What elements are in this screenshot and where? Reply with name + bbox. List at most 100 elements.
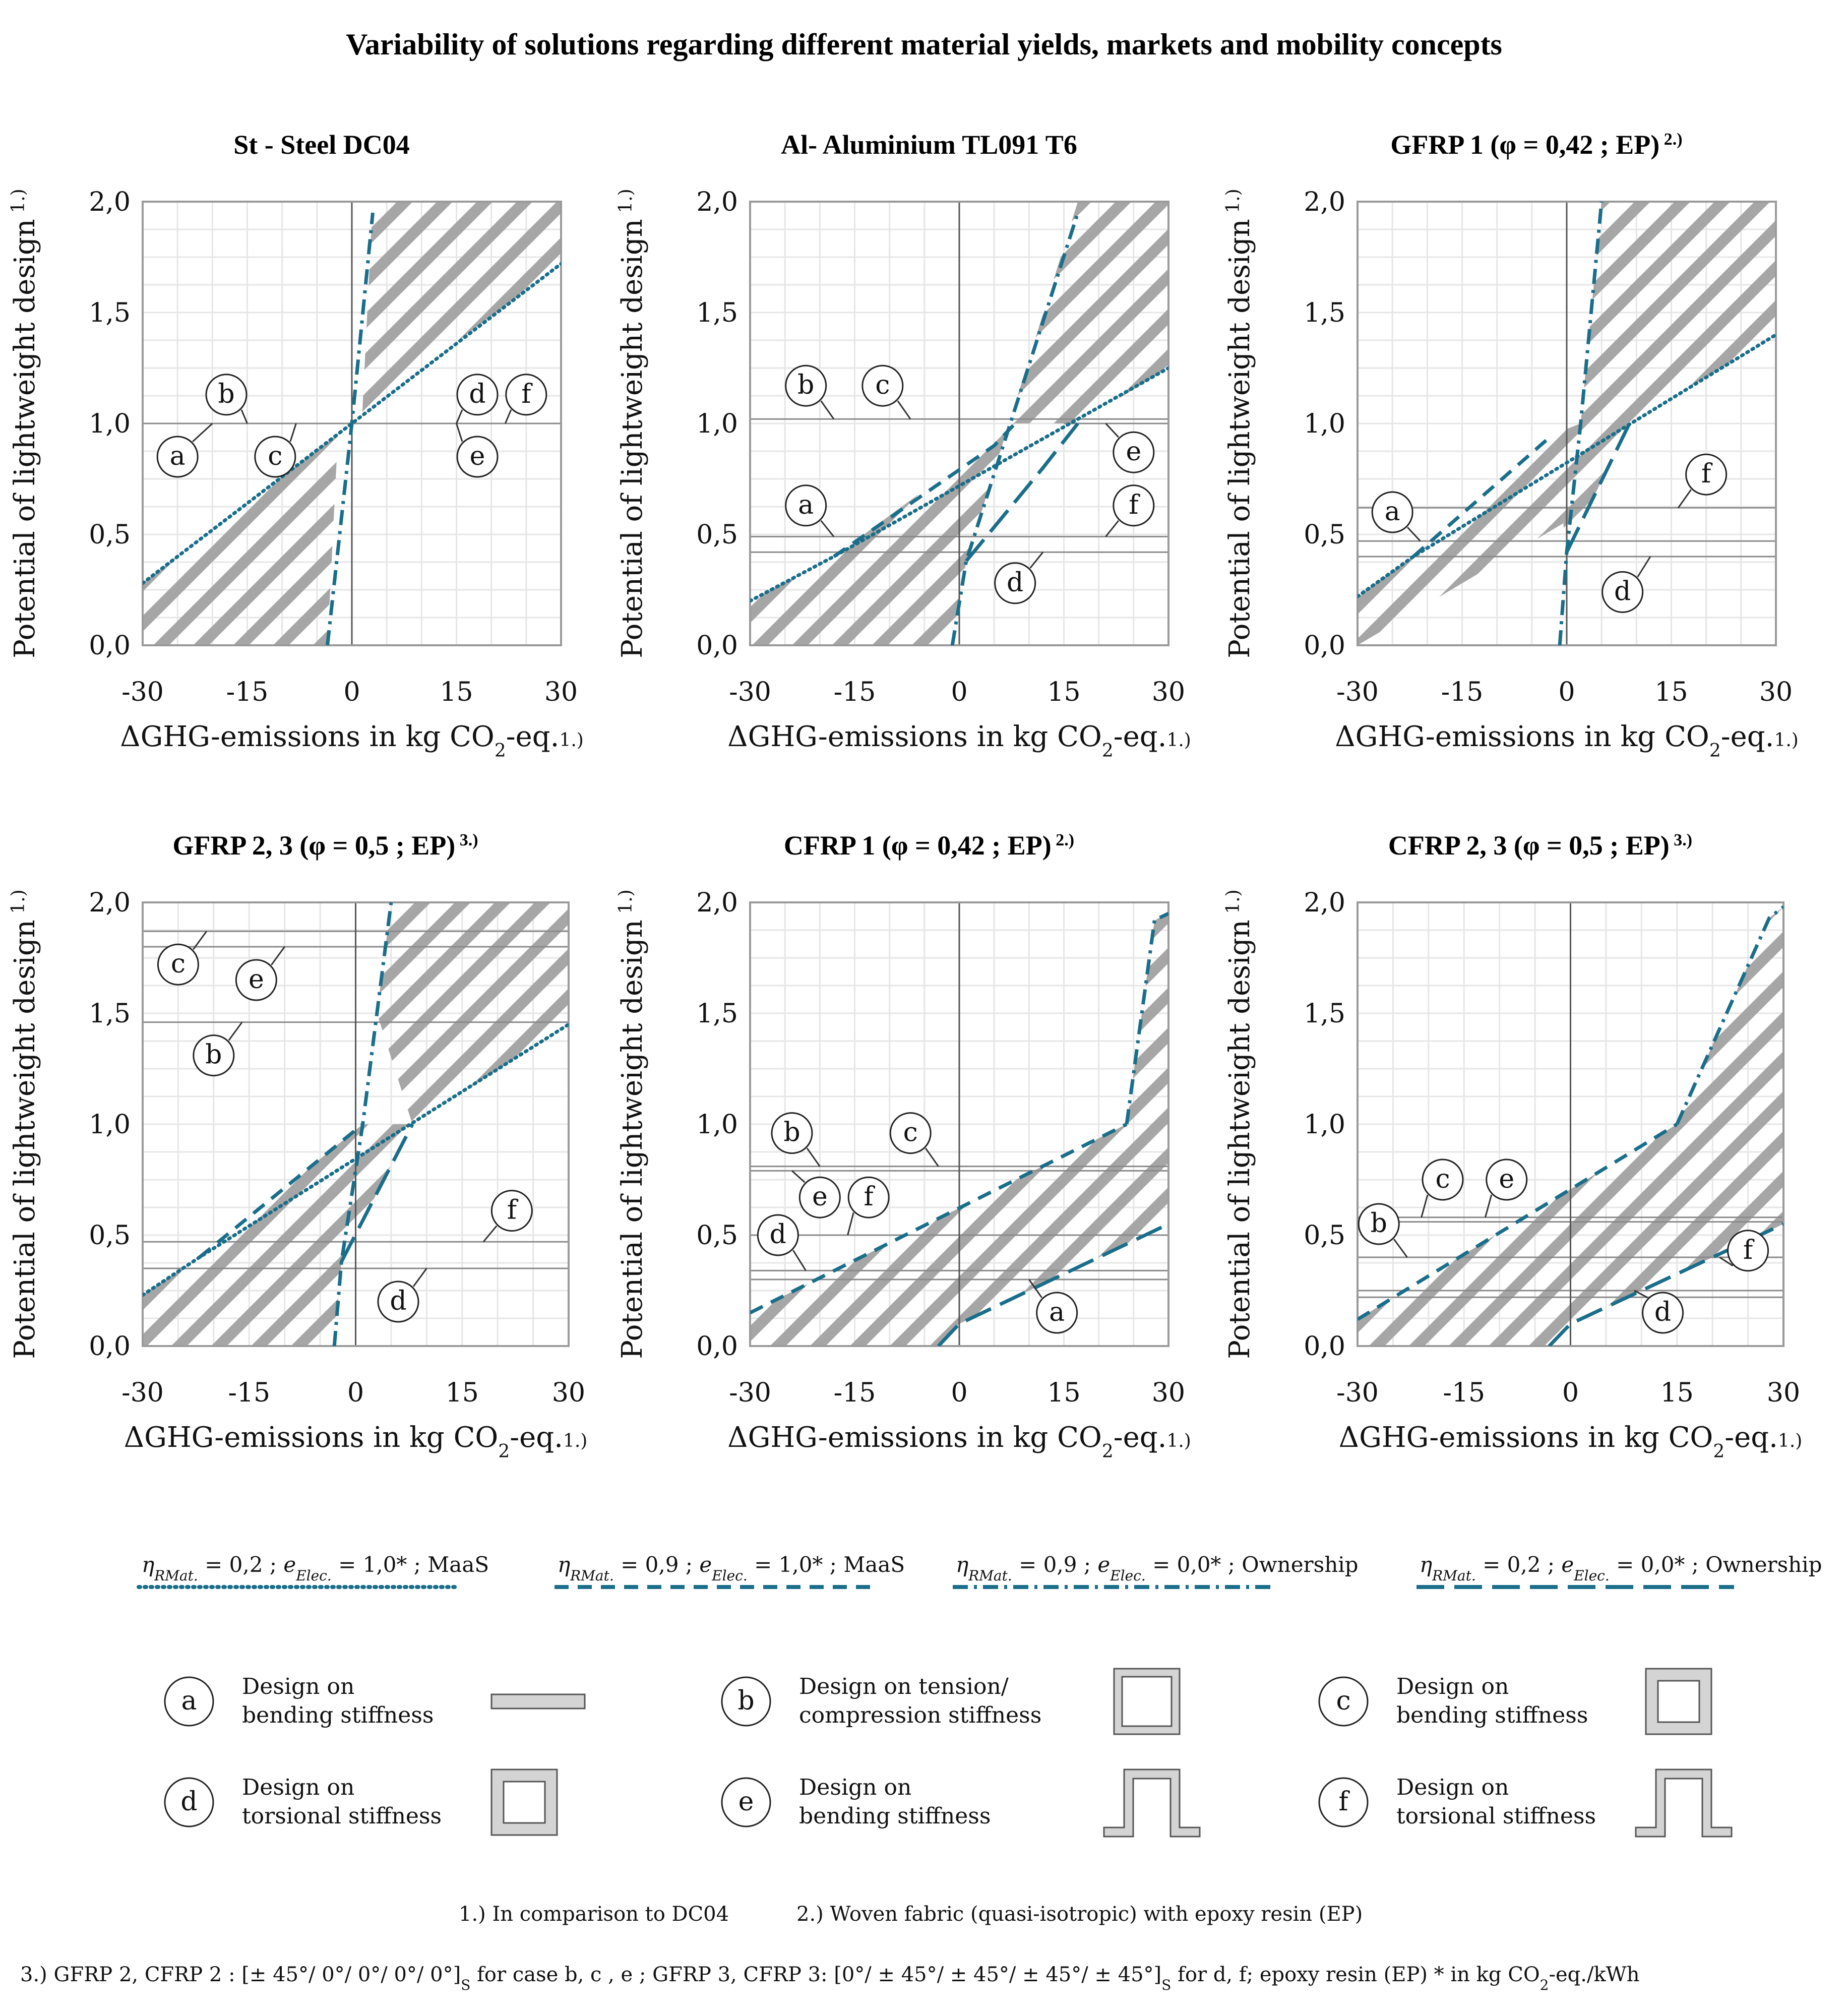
series-line-longdash [965,422,1079,563]
callout-circle [1486,1158,1528,1201]
callout-circle [889,1112,932,1154]
chart-title-sup: 2.) [1052,831,1074,849]
callout-leader [1678,489,1692,509]
callout-label-d: d [1654,1297,1671,1327]
design-label-line2: bending stiffness [242,1702,434,1728]
legend-e-sub: Elec. [295,1567,332,1584]
x-axis-label: ΔGHG-emissions in kg CO2-eq.1.) [1335,720,1799,761]
y-tick-label: 0,5 [89,1221,131,1251]
callout-leader [1029,552,1044,569]
callout-circle [847,1176,890,1218]
x-tick-label: -30 [121,1378,164,1408]
footnote-3-sub-3: 2 [1540,1977,1549,1993]
chart-title: Al- Aluminium TL091 T6 [781,130,1077,160]
x-axis-label-part: -eq. [1114,1421,1167,1454]
callout-label-a: a [1385,497,1400,527]
callout-circle [505,374,547,416]
series-group [143,902,569,1346]
x-tick-label: 0 [347,1378,364,1408]
series-line-dashdot [332,902,393,1346]
callout-leader [820,400,835,420]
y-tick-label: 1,5 [696,999,738,1029]
callout-leader [847,1212,854,1236]
series-line-longdash [1548,1222,1783,1346]
y-tick-label: 2,0 [89,187,131,217]
callout-label-c: c [875,370,890,400]
legend-mid: = 0,2 ; [1476,1552,1562,1577]
x-tick-label: 30 [1152,1378,1185,1408]
design-item-d: d Design on torsional stiffness [164,1768,558,1836]
x-tick-label: 15 [440,677,473,707]
callout-circle [861,364,904,407]
x-axis-label-part: 1.) [559,730,583,751]
callout-label-c: c [1435,1164,1450,1194]
callout-circle [1727,1230,1769,1272]
y-axis-label-sup: 1.) [8,889,29,920]
legend-text-dotted: ηRMat. = 0,2 ; eElec. = 1,0* ; MaaS [142,1552,489,1584]
callout-label-b: b [783,1118,800,1148]
x-tick-label: -15 [1441,677,1484,707]
callout-circle [1642,1292,1684,1334]
footnote-3-part-d: -eq./kWh [1549,1963,1639,1986]
x-tick-label: 15 [1047,677,1080,707]
callout-leader [1393,1239,1408,1258]
series-line-dashed [198,1123,364,1259]
design-circle [164,1777,214,1827]
chart-panel-2: b c e a f d -30 -15 0 15 30 0,0 0,5 1,0 1,5 2,0 ΔGHG-emi… [615,130,1191,761]
x-tick-label: 0 [343,677,360,707]
x-axis-label-part: -eq. [506,720,560,753]
design-label-line2: bending stiffness [799,1803,991,1829]
x-tick-label: 0 [1562,1378,1579,1408]
x-tick-label: -30 [121,677,164,707]
y-axis-label-sup: 1.) [8,189,29,219]
legend-tail: = 0,0* ; Ownership [1146,1552,1359,1577]
y-axis-label: Potential of lightweight design 1.) [8,889,42,1359]
series-line-dashdot [1125,911,1168,1125]
callout-label-e: e [1126,437,1141,467]
x-axis-label-part: 2 [1102,741,1114,761]
chart-title-text: GFRP 2, 3 (φ = 0,5 ; EP) [172,830,455,861]
x-axis-label-part: 1.) [1774,730,1798,751]
chart-panel-4: c e b f d -30 -15 0 15 30 0,0 0,5 1,0 1,5 2,0 ΔGHG-emis… [8,830,588,1462]
footnote-3-sub-1: S [461,1977,470,1993]
y-axis-label: Potential of lightweight design 1.) [8,189,42,658]
callout-circle [490,1190,533,1232]
callout-leader [193,931,207,950]
y-axis-label-sup: 1.) [615,189,636,219]
design-item-c: c Design on bending stiffness [1318,1668,1712,1735]
callout-leader [897,400,911,420]
chart-title: GFRP 1 (φ = 0,42 ; EP) 2.) [1390,130,1682,160]
callout-label-e: e [249,964,264,995]
callout-label-e: e [1499,1164,1514,1194]
callout-label-b: b [797,370,814,400]
x-axis-label-part: -eq. [1721,720,1774,753]
x-axis-label: ΔGHG-emissions in kg CO2-eq.1.) [124,1421,588,1462]
callout-label-a: a [1049,1297,1065,1327]
callout-circle [254,436,296,478]
x-tick-label: 0 [951,1378,967,1408]
design-item-b: b Design on tension/compression stiffness [721,1668,1181,1735]
y-axis-label: Potential of lightweight design 1.) [1223,189,1257,658]
plate-profile-icon [490,1693,586,1710]
callout-label-e: e [812,1182,828,1212]
callout-label-e: e [470,441,485,471]
callout-leader [792,1250,807,1271]
y-axis-label: Potential of lightweight design 1.) [615,189,649,658]
callout-leader [192,422,213,443]
chart-panel-5: b c e f d a -30 -15 0 15 30 0,0 0,5 1,0 1,5 2,0 ΔGHG-emi… [615,830,1191,1462]
x-axis-label-part: 1.) [1166,730,1191,751]
callout-leader [504,409,512,424]
x-tick-label: -15 [226,677,269,707]
legend-e: e [283,1552,296,1577]
y-axis-label-part: Potential of lightweight design [1223,219,1256,658]
callout-label-f: f [1743,1235,1755,1265]
design-label-line1: Design on tension/ [799,1674,1009,1699]
y-axis-label-sup: 1.) [1223,189,1244,219]
chart-title: CFRP 1 (φ = 0,42 ; EP) 2.) [784,830,1074,861]
y-tick-label: 0,5 [1304,1221,1345,1251]
legend-eta-sub: RMat. [1432,1567,1476,1584]
y-tick-label: 2,0 [1304,888,1345,918]
callout-label-d: d [469,379,485,409]
hatch-region [143,435,338,645]
